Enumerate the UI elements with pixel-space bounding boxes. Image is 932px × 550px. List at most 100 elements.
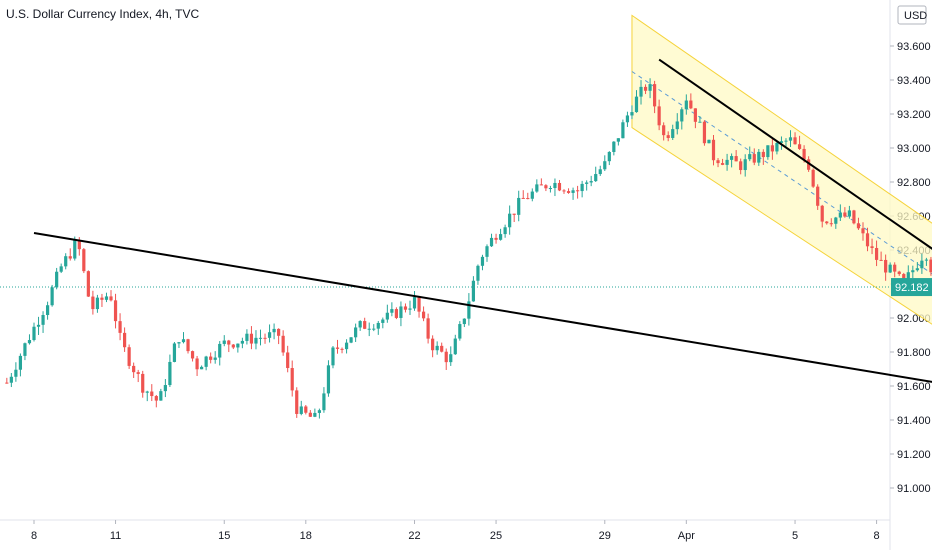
candle-body bbox=[788, 137, 793, 141]
candle-body bbox=[739, 161, 743, 171]
candle-body bbox=[807, 159, 811, 170]
candle-body bbox=[295, 390, 299, 414]
candle-body bbox=[526, 198, 530, 200]
candle-body bbox=[141, 373, 145, 393]
time-tick-label: 18 bbox=[300, 530, 312, 542]
candle-body bbox=[113, 300, 118, 322]
candle-body bbox=[55, 271, 59, 288]
candle-body bbox=[326, 365, 331, 394]
candle-body bbox=[200, 366, 204, 370]
candle-body bbox=[177, 342, 181, 344]
candle-body bbox=[757, 151, 761, 163]
candle-body bbox=[598, 169, 602, 175]
candle-body bbox=[793, 137, 797, 145]
candle-body bbox=[150, 391, 154, 397]
candle-body bbox=[231, 344, 235, 348]
candle-body bbox=[843, 212, 847, 217]
candle-body bbox=[204, 356, 208, 367]
candle-body bbox=[779, 141, 784, 143]
candle-body bbox=[702, 121, 707, 144]
candle-body bbox=[358, 321, 362, 328]
candle-body bbox=[86, 271, 90, 297]
candle-body bbox=[209, 356, 213, 360]
candle-body bbox=[861, 228, 865, 234]
price-tick-label: 93.200 bbox=[897, 109, 931, 121]
candle-body bbox=[286, 352, 290, 369]
price-tick-label: 91.000 bbox=[897, 483, 931, 495]
candle-body bbox=[417, 297, 421, 312]
candle-body bbox=[32, 326, 36, 341]
price-tick-label: 91.600 bbox=[897, 381, 931, 393]
candle-body bbox=[254, 337, 258, 344]
candle-body bbox=[304, 406, 308, 413]
candle-body bbox=[852, 210, 856, 224]
candle-body bbox=[109, 296, 113, 301]
candle-body bbox=[449, 354, 453, 363]
candle-body bbox=[508, 213, 512, 228]
candle-body bbox=[186, 339, 190, 352]
candle-body bbox=[761, 151, 765, 158]
candle-body bbox=[127, 347, 131, 366]
candle-body bbox=[222, 340, 226, 344]
candle-body bbox=[648, 84, 652, 91]
candle-body bbox=[154, 396, 158, 401]
candle-body bbox=[517, 197, 521, 215]
candle-body bbox=[95, 297, 100, 310]
candle-body bbox=[41, 315, 45, 325]
candle-body bbox=[820, 205, 824, 222]
candle-body bbox=[367, 328, 371, 330]
candle-body bbox=[471, 280, 476, 302]
candle-body bbox=[929, 259, 932, 273]
candle-body bbox=[607, 151, 611, 162]
candle-body bbox=[444, 351, 448, 363]
candle-body bbox=[630, 112, 634, 116]
candle-body bbox=[408, 308, 412, 310]
candle-body bbox=[521, 197, 525, 199]
candle-body bbox=[616, 138, 620, 142]
candle-body bbox=[612, 141, 616, 152]
candle-body bbox=[240, 340, 244, 344]
price-tick-label: 91.200 bbox=[897, 449, 931, 461]
time-tick-label: 8 bbox=[31, 530, 37, 542]
candle-body bbox=[576, 190, 580, 192]
last-price-label: 92.182 bbox=[895, 282, 929, 294]
candle-body bbox=[643, 86, 648, 91]
price-tick-label: 93.400 bbox=[897, 75, 931, 87]
candle-body bbox=[123, 332, 127, 348]
currency-label: USD bbox=[904, 10, 927, 22]
candle-body bbox=[906, 272, 910, 280]
candle-body bbox=[725, 159, 729, 165]
candle-body bbox=[657, 106, 661, 126]
candle-body bbox=[784, 140, 788, 142]
resistance-trendline bbox=[658, 58, 932, 250]
candle-body bbox=[462, 318, 466, 325]
candle-body bbox=[911, 270, 915, 273]
candle-body bbox=[802, 148, 806, 160]
candle-body bbox=[376, 322, 380, 329]
time-tick-label: Apr bbox=[678, 530, 695, 542]
candle-body bbox=[390, 309, 394, 313]
candle-body bbox=[263, 337, 267, 339]
candle-body bbox=[399, 306, 403, 318]
last-price-tag bbox=[891, 278, 932, 297]
candle-body bbox=[865, 233, 870, 247]
candle-body bbox=[249, 333, 254, 344]
candle-body bbox=[711, 139, 716, 161]
candle-body bbox=[313, 412, 317, 417]
candle-body bbox=[625, 115, 630, 123]
candle-body bbox=[132, 365, 136, 373]
candle-body bbox=[467, 301, 471, 319]
candle-body bbox=[634, 96, 639, 113]
candle-body bbox=[684, 100, 688, 110]
candle-body bbox=[36, 324, 41, 327]
candle-body bbox=[27, 340, 32, 344]
candle-body bbox=[163, 385, 167, 392]
currency-box bbox=[897, 5, 927, 25]
candle-body bbox=[68, 256, 72, 259]
candle-body bbox=[829, 223, 833, 225]
candle-body bbox=[589, 181, 593, 183]
candle-body bbox=[435, 345, 439, 351]
candle-body bbox=[662, 125, 666, 136]
candle-body bbox=[218, 343, 222, 358]
